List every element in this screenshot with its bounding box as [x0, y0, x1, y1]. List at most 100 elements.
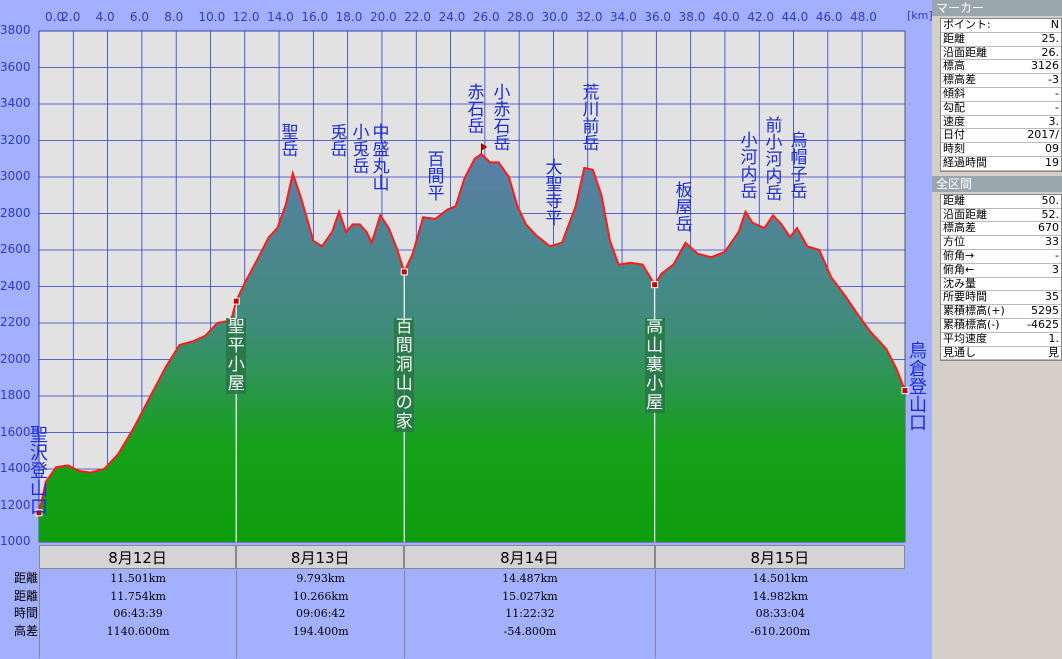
sidebar-row: 経過時間 19 [941, 157, 1061, 171]
x-tick-label: 12.0 [232, 10, 260, 24]
table-row-label: 高差 [13, 623, 38, 638]
sidebar-row-value: 670 [1038, 222, 1059, 235]
x-tick-label: 14.0 [267, 10, 294, 24]
sidebar-row-label: 距離 [943, 32, 965, 45]
sidebar-row-value: -4625 [1027, 318, 1059, 331]
day-stat-value: 06:43:39 [113, 607, 163, 620]
sidebar-row-label: 見通し [943, 346, 976, 359]
x-tick-label: 32.0 [575, 10, 603, 24]
info-sidebar: マーカー ポイント: N 距離 25. 沿面距離 26. 標高 3126 標高差 -3 傾斜 - 勾配 -… [932, 0, 1062, 659]
sidebar-row-value: - [1055, 249, 1059, 262]
sidebar-row: 俯角← 3 [941, 264, 1061, 278]
day-stat-value: 1140.600m [106, 624, 170, 638]
sidebar-row-label: 標高差 [943, 74, 976, 87]
start-label: 聖沢登山口 [30, 425, 48, 518]
sidebar-row: 所要時間 35 [941, 291, 1061, 306]
hut-label: 百間洞山の家 [394, 317, 415, 432]
sidebar-row: 時刻 09 [941, 143, 1061, 157]
x-tick-label: 16.0 [301, 10, 329, 24]
y-tick-label: 2400 [0, 278, 31, 293]
peak-label: 赤石岳 [467, 83, 485, 137]
sidebar-row-label: 沿面距離 [943, 208, 987, 221]
x-tick-label: 28.0 [507, 10, 534, 24]
sidebar-row: 平均速度 1. [941, 333, 1061, 347]
x-tick-label: 44.0 [781, 10, 809, 24]
peak-label: 兎岳 [330, 123, 348, 160]
x-tick-label: 18.0 [335, 10, 363, 24]
sidebar-row-label: 沈み量 [943, 277, 976, 290]
hut-label: 高山裏小屋 [644, 317, 665, 413]
sidebar-row: 累積標高(+) 5295 [941, 305, 1061, 319]
y-tick-label: 3200 [0, 132, 31, 147]
sidebar-row: 標高差 -3 [941, 74, 1061, 88]
hut-label: 聖平小屋 [226, 317, 247, 394]
day-stat-value: 11.501km [110, 572, 166, 585]
elevation-profile-chart [35, 30, 909, 543]
day-header: 8月14日 [404, 545, 655, 569]
sidebar-row-value: -3 [1048, 74, 1059, 87]
sidebar-row: 標高差 670 [941, 222, 1061, 237]
sidebar-row-value: 3. [1048, 115, 1060, 128]
y-tick-label: 1800 [0, 388, 31, 402]
sidebar-row-label: 勾配 [943, 101, 965, 114]
peak-label: 前小河内岳 [765, 116, 783, 204]
sidebar-row: ポイント: N [941, 19, 1061, 33]
y-tick-label: 2200 [0, 315, 31, 329]
x-tick-label: 4.0 [95, 10, 115, 24]
y-tick-label: 2000 [0, 351, 31, 366]
x-tick-label: 24.0 [438, 10, 466, 24]
day-stat-value: 15.027km [502, 589, 558, 603]
day-stat-value: 9.793km [296, 572, 346, 585]
day-stats: 9.793km 10.266km 09:06:42 194.400m [236, 570, 404, 658]
x-tick-label: 46.0 [815, 10, 843, 24]
x-tick-label: 40.0 [712, 10, 740, 24]
sidebar-row-label: 日付 [943, 129, 965, 142]
end-label: 鳥倉登山口 [909, 341, 927, 434]
table-row-label: 距離 [13, 571, 38, 585]
sidebar-row-value: 1. [1048, 332, 1060, 345]
sidebar-row-label: ポイント: [943, 19, 991, 31]
day-stats: 11.501km 11.754km 06:43:39 1140.600m [39, 570, 236, 658]
sidebar-row-label: 速度 [943, 115, 965, 128]
table-row-label: 時間 [13, 606, 38, 620]
sidebar-row: 距離 25. [941, 33, 1061, 47]
day-stat-value: 08:33:04 [755, 607, 805, 620]
total-panel-title: 全区間 [932, 175, 1062, 192]
sidebar-row-value: - [1055, 87, 1059, 100]
x-tick-label: 30.0 [541, 10, 569, 24]
start-marker [35, 509, 43, 517]
y-tick-label: 2600 [0, 242, 31, 256]
y-tick-label: 3000 [0, 169, 31, 183]
sidebar-row-value: 25. [1041, 32, 1060, 45]
sidebar-row-value: 35 [1045, 291, 1059, 304]
elevation-area [39, 154, 905, 542]
x-tick-label: 34.0 [610, 10, 637, 24]
sidebar-row-value: - [1055, 101, 1059, 114]
sidebar-row-label: 標高差 [943, 222, 976, 235]
sidebar-row-label: 傾斜 [943, 87, 965, 100]
y-tick-label: 3600 [0, 59, 31, 74]
sidebar-row-label: 俯角→ [943, 249, 975, 262]
sidebar-row-label: 平均速度 [943, 332, 987, 345]
sidebar-row: 俯角→ - [941, 250, 1061, 264]
sidebar-row: 傾斜 - [941, 88, 1061, 102]
sidebar-row-value: 50. [1041, 194, 1060, 207]
sidebar-row-value: N [1050, 19, 1059, 31]
x-tick-label: 2.0 [61, 10, 81, 24]
x-tick-label: 20.0 [369, 10, 397, 24]
sidebar-row-label: 方位 [943, 236, 965, 249]
day-header: 8月15日 [654, 545, 905, 569]
marker-panel-title: マーカー [932, 0, 1062, 16]
total-panel: 距離 50. 沿面距離 52. 標高差 670 方位 33 俯角→ - 俯角← 3 沈み量 所要時間 35 累… [940, 193, 1062, 362]
table-row-labels: 距離 距離 時間 高差 [0, 570, 38, 640]
sidebar-row: 沿面距離 52. [941, 209, 1061, 223]
day-stat-value: 14.982km [752, 589, 809, 603]
y-tick-label: 1600 [0, 424, 31, 439]
day-stat-value: 14.501km [752, 572, 809, 585]
table-row-label: 距離 [13, 588, 38, 603]
day-stat-value: -54.800m [503, 624, 557, 638]
hut-marker [651, 281, 659, 289]
sidebar-row: 距離 50. [941, 195, 1061, 209]
peak-label: 烏帽子岳 [790, 131, 808, 202]
day-stat-value: 11.754km [110, 589, 166, 603]
